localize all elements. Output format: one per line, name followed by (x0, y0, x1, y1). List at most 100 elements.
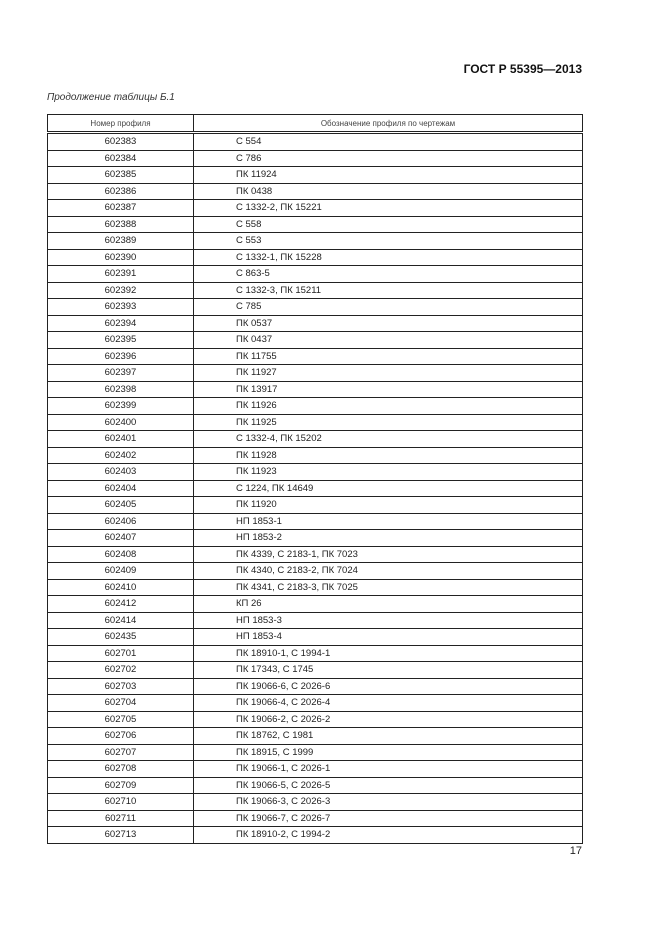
drawing-designation-cell: ПК 18915, С 1999 (193, 743, 583, 761)
drawing-designation-cell: ПК 19066-5, С 2026-5 (193, 776, 583, 794)
drawing-designation-cell: С 1224, ПК 14649 (193, 479, 583, 497)
profile-number-cell: 602392 (47, 281, 194, 299)
table-row: 602388 С 558 (47, 215, 583, 233)
profile-number-cell: 602708 (47, 760, 194, 778)
drawing-designation-cell: НП 1853-4 (193, 628, 583, 646)
profile-number-cell: 602388 (47, 215, 194, 233)
drawing-designation-cell: ПК 11920 (193, 496, 583, 514)
profile-number-cell: 602404 (47, 479, 194, 497)
profile-number-cell: 602711 (47, 809, 194, 827)
column-header-profile-number: Номер профиля (47, 114, 194, 134)
drawing-designation-cell: ПК 0537 (193, 314, 583, 332)
table-row: 602713 ПК 18910-2, С 1994-2 (47, 826, 583, 844)
drawing-designation-cell: ПК 11924 (193, 166, 583, 184)
profile-number-cell: 602394 (47, 314, 194, 332)
drawing-designation-cell: С 553 (193, 232, 583, 250)
profile-number-cell: 602398 (47, 380, 194, 398)
table-row: 602395 ПК 0437 (47, 331, 583, 349)
profile-number-cell: 602384 (47, 149, 194, 167)
table-row: 602709 ПК 19066-5, С 2026-5 (47, 776, 583, 794)
drawing-designation-cell: ПК 18910-1, С 1994-1 (193, 644, 583, 662)
profile-number-cell: 602393 (47, 298, 194, 316)
table-row: 602399 ПК 11926 (47, 397, 583, 415)
profile-number-cell: 602410 (47, 578, 194, 596)
table-row: 602406 НП 1853-1 (47, 512, 583, 530)
profile-number-cell: 602400 (47, 413, 194, 431)
drawing-designation-cell: С 1332-2, ПК 15221 (193, 199, 583, 217)
drawing-designation-cell: ПК 11755 (193, 347, 583, 365)
table-row: 602392 С 1332-3, ПК 15211 (47, 281, 583, 299)
table-row: 602396 ПК 11755 (47, 347, 583, 365)
table-body: 602383 С 554 602384 С 786 602385 ПК 11924 6023… (47, 132, 583, 844)
document-code: ГОСТ Р 55395—2013 (463, 62, 582, 76)
drawing-designation-cell: С 786 (193, 149, 583, 167)
drawing-designation-cell: ПК 11928 (193, 446, 583, 464)
drawing-designation-cell: ПК 19066-4, С 2026-4 (193, 694, 583, 712)
drawing-designation-cell: ПК 11926 (193, 397, 583, 415)
profile-number-cell: 602435 (47, 628, 194, 646)
profile-number-cell: 602403 (47, 463, 194, 481)
drawing-designation-cell: С 554 (193, 132, 583, 151)
profile-number-cell: 602409 (47, 562, 194, 580)
profile-number-cell: 602407 (47, 529, 194, 547)
drawing-designation-cell: НП 1853-2 (193, 529, 583, 547)
table-row: 602397 ПК 11927 (47, 364, 583, 382)
table-row: 602405 ПК 11920 (47, 496, 583, 514)
table-row: 602701 ПК 18910-1, С 1994-1 (47, 644, 583, 662)
drawing-designation-cell: ПК 11927 (193, 364, 583, 382)
table-row: 602384 С 786 (47, 149, 583, 167)
table-row: 602707 ПК 18915, С 1999 (47, 743, 583, 761)
table-row: 602710 ПК 19066-3, С 2026-3 (47, 793, 583, 811)
profile-number-cell: 602707 (47, 743, 194, 761)
table-row: 602409 ПК 4340, С 2183-2, ПК 7024 (47, 562, 583, 580)
table-row: 602386 ПК 0438 (47, 182, 583, 200)
table-row: 602394 ПК 0537 (47, 314, 583, 332)
table-row: 602390 С 1332-1, ПК 15228 (47, 248, 583, 266)
table-row: 602401 С 1332-4, ПК 15202 (47, 430, 583, 448)
drawing-designation-cell: ПК 4341, С 2183-3, ПК 7025 (193, 578, 583, 596)
profile-number-cell: 602706 (47, 727, 194, 745)
profile-number-cell: 602399 (47, 397, 194, 415)
drawing-designation-cell: С 863-5 (193, 265, 583, 283)
profile-number-cell: 602701 (47, 644, 194, 662)
profiles-table: Номер профиля Обозначение профиля по чер… (47, 114, 583, 844)
profile-number-cell: 602401 (47, 430, 194, 448)
profile-number-cell: 602713 (47, 826, 194, 844)
column-header-drawing-designation: Обозначение профиля по чертежам (193, 114, 583, 134)
profile-number-cell: 602391 (47, 265, 194, 283)
drawing-designation-cell: ПК 13917 (193, 380, 583, 398)
table-row: 602705 ПК 19066-2, С 2026-2 (47, 710, 583, 728)
drawing-designation-cell: ПК 4340, С 2183-2, ПК 7024 (193, 562, 583, 580)
profile-number-cell: 602709 (47, 776, 194, 794)
table-row: 602711 ПК 19066-7, С 2026-7 (47, 809, 583, 827)
profile-number-cell: 602412 (47, 595, 194, 613)
profile-number-cell: 602396 (47, 347, 194, 365)
drawing-designation-cell: С 1332-1, ПК 15228 (193, 248, 583, 266)
profile-number-cell: 602389 (47, 232, 194, 250)
drawing-designation-cell: ПК 19066-6, С 2026-6 (193, 677, 583, 695)
table-row: 602404 С 1224, ПК 14649 (47, 479, 583, 497)
table-row: 602400 ПК 11925 (47, 413, 583, 431)
drawing-designation-cell: ПК 11923 (193, 463, 583, 481)
table-row: 602708 ПК 19066-1, С 2026-1 (47, 760, 583, 778)
table-row: 602414 НП 1853-3 (47, 611, 583, 629)
table-row: 602391 С 863-5 (47, 265, 583, 283)
drawing-designation-cell: С 558 (193, 215, 583, 233)
profile-number-cell: 602395 (47, 331, 194, 349)
profile-number-cell: 602405 (47, 496, 194, 514)
drawing-designation-cell: НП 1853-1 (193, 512, 583, 530)
drawing-designation-cell: ПК 19066-2, С 2026-2 (193, 710, 583, 728)
drawing-designation-cell: ПК 19066-1, С 2026-1 (193, 760, 583, 778)
drawing-designation-cell: ПК 0437 (193, 331, 583, 349)
page-number: 17 (569, 845, 582, 857)
profile-number-cell: 602387 (47, 199, 194, 217)
table-row: 602706 ПК 18762, С 1981 (47, 727, 583, 745)
table-caption: Продолжение таблицы Б.1 (47, 92, 175, 103)
drawing-designation-cell: ПК 11925 (193, 413, 583, 431)
profile-number-cell: 602390 (47, 248, 194, 266)
table-header-row: Номер профиля Обозначение профиля по чер… (47, 114, 583, 134)
profile-number-cell: 602385 (47, 166, 194, 184)
profile-number-cell: 602703 (47, 677, 194, 695)
profile-number-cell: 602705 (47, 710, 194, 728)
profile-number-cell: 602406 (47, 512, 194, 530)
